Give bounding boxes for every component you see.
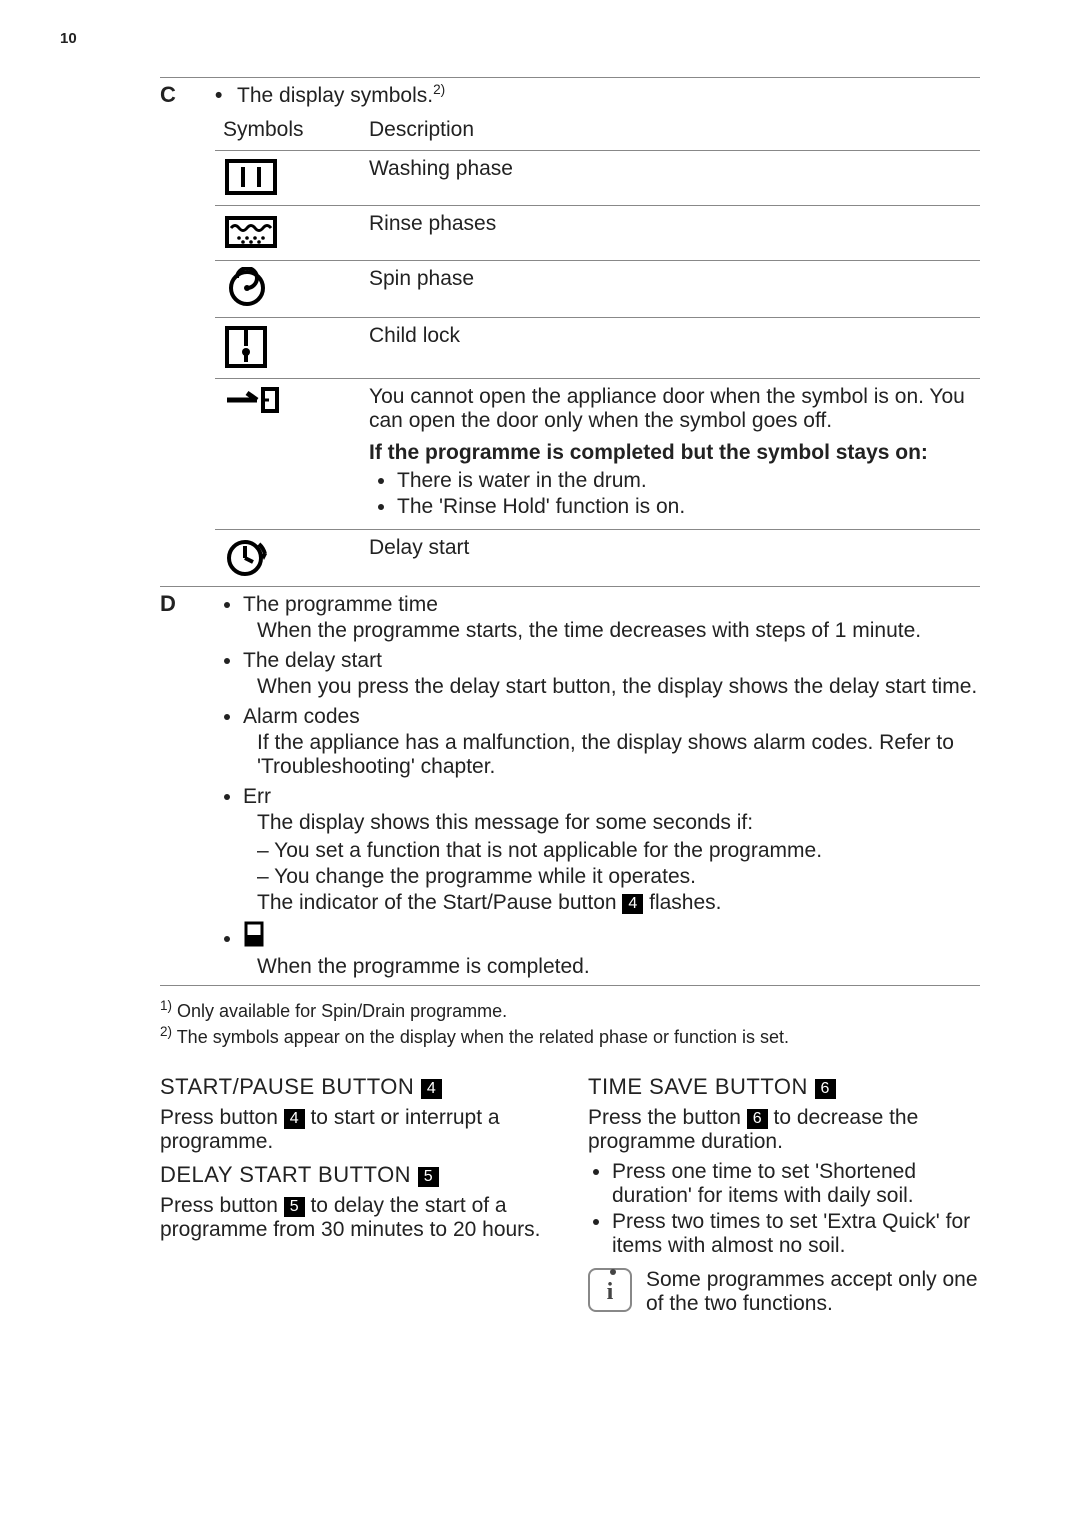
bullet-item: Press two times to set 'Extra Quick' for… [612, 1210, 980, 1258]
start-pause-text: Press button 4 to start or interrupt a p… [160, 1106, 552, 1154]
info-box: i Some programmes accept only one of the… [588, 1268, 980, 1316]
left-column: START/PAUSE BUTTON 4 Press button 4 to s… [160, 1066, 552, 1316]
dash-item: You set a function that is not applicabl… [257, 839, 980, 863]
time-save-heading: TIME SAVE BUTTON 6 [588, 1074, 980, 1100]
th-symbols: Symbols [215, 112, 361, 151]
table-row: Washing phase [215, 151, 980, 206]
fn2-sup: 2) [160, 1024, 172, 1039]
d-title: The programme time [243, 593, 438, 616]
desc-cell: Delay start [361, 530, 980, 587]
num-ref: 4 [284, 1109, 305, 1129]
footnotes: 1) Only available for Spin/Drain program… [160, 992, 980, 1048]
d-item: Alarm codes If the appliance has a malfu… [243, 705, 980, 779]
d-desc: The display shows this message for some … [257, 811, 980, 835]
num-ref: 5 [418, 1167, 439, 1187]
door-lock-icon [223, 385, 283, 415]
info-icon: i [588, 1268, 632, 1312]
page-number: 10 [60, 30, 980, 47]
th-description: Description [361, 112, 980, 151]
num-ref: 4 [622, 894, 643, 914]
rinse-phases-icon [223, 212, 279, 252]
completed-symbol-icon [243, 921, 265, 953]
note-title: If the programme is completed but the sy… [369, 441, 972, 465]
table-row: Rinse phases [215, 206, 980, 261]
desc-cell: Child lock [361, 318, 980, 379]
intro-sup: 2) [433, 82, 445, 97]
door-note: If the programme is completed but the sy… [369, 441, 972, 519]
err-reasons: You set a function that is not applicabl… [257, 839, 980, 889]
columns: START/PAUSE BUTTON 4 Press button 4 to s… [160, 1066, 980, 1316]
desc-cell: Rinse phases [361, 206, 980, 261]
spin-phase-icon [223, 267, 271, 309]
delay-start-heading: DELAY START BUTTON 5 [160, 1162, 552, 1188]
section-c: C • The display symbols.2) Symbols Descr… [160, 77, 980, 586]
info-text: Some programmes accept only one of the t… [646, 1268, 980, 1316]
note-item: There is water in the drum. [397, 469, 972, 493]
desc-cell: You cannot open the appliance door when … [369, 385, 965, 432]
intro-text: The display symbols. [237, 84, 433, 107]
dash-item: You change the programme while it operat… [257, 865, 980, 889]
d-item: The delay start When you press the delay… [243, 649, 980, 699]
main-content: C • The display symbols.2) Symbols Descr… [160, 77, 980, 1316]
num-ref: 5 [284, 1197, 305, 1217]
delay-start-icon [223, 536, 269, 578]
num-ref: 6 [747, 1109, 768, 1129]
table-row: Spin phase [215, 261, 980, 318]
d-desc: When the programme starts, the time decr… [257, 619, 980, 643]
section-d-list: The programme time When the programme st… [243, 593, 980, 979]
table-row: You cannot open the appliance door when … [215, 379, 980, 530]
d-title: The delay start [243, 649, 382, 672]
right-column: TIME SAVE BUTTON 6 Press the button 6 to… [588, 1066, 980, 1316]
desc-cell: Washing phase [361, 151, 980, 206]
time-save-text: Press the button 6 to decrease the progr… [588, 1106, 980, 1154]
d-title: Alarm codes [243, 705, 360, 728]
bullet-item: Press one time to set 'Shortened duratio… [612, 1160, 980, 1208]
fn1-sup: 1) [160, 998, 172, 1013]
child-lock-icon [223, 324, 269, 370]
section-d: D The programme time When the programme … [160, 586, 980, 986]
time-save-bullets: Press one time to set 'Shortened duratio… [612, 1160, 980, 1258]
fn1-text: Only available for Spin/Drain programme. [172, 1001, 507, 1021]
table-row: Child lock [215, 318, 980, 379]
d-desc: If the appliance has a malfunction, the … [257, 731, 980, 779]
desc-cell: Spin phase [361, 261, 980, 318]
section-letter-c: C [160, 78, 215, 108]
d-title: Err [243, 785, 271, 808]
fn2-text: The symbols appear on the display when t… [172, 1027, 789, 1047]
symbols-table: Symbols Description Washing phase [215, 112, 980, 586]
d-item: When the programme is completed. [243, 921, 980, 979]
d-item: The programme time When the programme st… [243, 593, 980, 643]
section-letter-d: D [160, 587, 215, 617]
note-item: The 'Rinse Hold' function is on. [397, 495, 972, 519]
start-pause-heading: START/PAUSE BUTTON 4 [160, 1074, 552, 1100]
d-desc: When you press the delay start button, t… [257, 675, 980, 699]
d-after: The indicator of the Start/Pause button … [257, 891, 980, 915]
table-row: Delay start [215, 530, 980, 587]
num-ref: 6 [815, 1079, 836, 1099]
d-desc: When the programme is completed. [257, 955, 980, 979]
table-header-row: Symbols Description [215, 112, 980, 151]
washing-phase-icon [223, 157, 279, 197]
delay-start-text: Press button 5 to delay the start of a p… [160, 1194, 552, 1242]
num-ref: 4 [421, 1079, 442, 1099]
section-c-intro: • The display symbols.2) [215, 78, 980, 110]
d-item: Err The display shows this message for s… [243, 785, 980, 915]
page: 10 C • The display symbols.2) Symbols De… [0, 0, 1080, 1529]
